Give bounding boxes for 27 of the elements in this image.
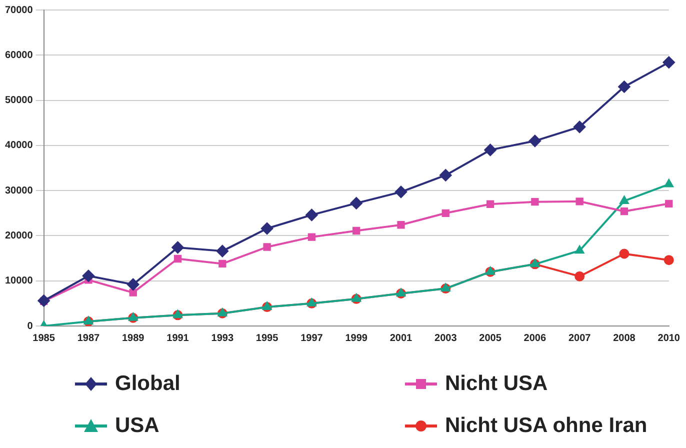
legend-label: Global [115,372,180,396]
y-tick-label: 0 [27,320,34,332]
x-tick-label: 1991 [166,332,190,344]
x-tick-label: 2008 [613,332,636,344]
legend-label: Nicht USA ohne Iran [445,414,648,438]
y-tick-label: 10000 [4,276,34,287]
y-tick-label: 70000 [4,4,34,16]
y-tick-label: 20000 [4,230,34,242]
x-tick-label: 1997 [300,332,324,344]
x-tick-label: 2001 [390,332,413,344]
x-tick-label: 2006 [524,332,546,344]
x-tick-label: 1989 [122,332,145,344]
legend-label: Nicht USA [445,372,548,396]
y-tick-label: 30000 [4,185,34,196]
y-tick-label: 50000 [4,95,34,106]
x-tick-label: 1995 [256,332,279,344]
y-tick-label: 40000 [4,140,34,152]
x-tick-label: 1993 [211,332,234,344]
x-tick-label: 2007 [568,332,592,344]
x-tick-label: 2003 [434,332,458,344]
x-tick-label: 2005 [479,332,502,344]
x-tick-label: 1987 [77,332,100,344]
x-tick-label: 2010 [658,332,680,344]
legend-label: USA [115,414,160,438]
y-tick-label: 60000 [4,50,34,61]
x-tick-label: 1985 [32,332,56,344]
x-tick-label: 1999 [345,332,368,344]
